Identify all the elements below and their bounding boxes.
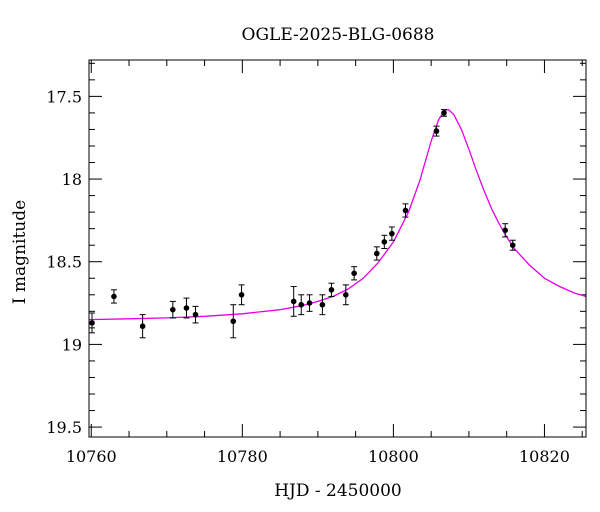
data-point — [290, 298, 297, 305]
x-tick-label: 10760 — [66, 447, 117, 466]
data-point — [183, 305, 190, 311]
data-point — [238, 291, 245, 298]
points-layer — [89, 109, 516, 339]
data-point — [502, 227, 508, 234]
data-point — [298, 301, 305, 308]
y-axis-label: I magnitude — [10, 200, 30, 304]
data-point — [433, 128, 440, 134]
data-point — [170, 306, 176, 313]
data-point — [389, 230, 395, 237]
data-point — [351, 270, 357, 277]
data-point — [89, 320, 95, 326]
plot-frame — [88, 59, 587, 438]
data-point — [509, 242, 516, 248]
y-tick-label: 18.5 — [46, 253, 82, 272]
y-tick-label: 19 — [62, 335, 82, 354]
model-layer — [89, 108, 586, 321]
data-point — [230, 318, 237, 325]
data-point — [328, 287, 335, 293]
x-tick-label: 10780 — [217, 447, 268, 466]
data-point — [381, 239, 388, 245]
y-tick-label: 19.5 — [46, 418, 82, 437]
data-point — [139, 323, 146, 330]
model-curve — [89, 108, 586, 321]
data-point — [402, 207, 409, 214]
data-point — [343, 291, 349, 298]
y-tick-label: 18 — [62, 170, 82, 189]
data-point — [306, 300, 313, 306]
x-tick-label: 10820 — [519, 447, 570, 466]
data-point — [192, 311, 199, 318]
tick-labels: 10760 10780 10800 10820 17.5 18 18.5 19 19.5 — [46, 87, 570, 466]
data-point — [373, 250, 380, 257]
y-tick-label: 17.5 — [46, 87, 82, 106]
axis-ticks — [89, 60, 586, 437]
chart-title: OGLE-2025-BLG-0688 — [242, 25, 435, 45]
data-point — [319, 301, 326, 308]
x-axis-label: HJD - 2450000 — [274, 481, 402, 501]
data-point — [111, 293, 117, 300]
data-point — [441, 110, 447, 116]
x-tick-label: 10800 — [368, 447, 419, 466]
